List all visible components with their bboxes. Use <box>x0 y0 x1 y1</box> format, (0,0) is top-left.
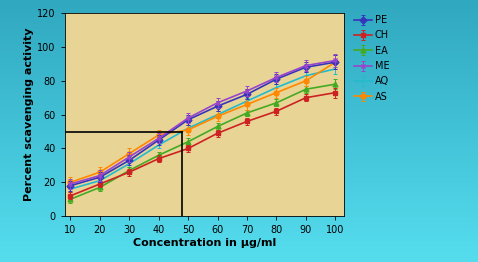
Y-axis label: Percent scavenging activity: Percent scavenging activity <box>24 28 34 201</box>
Legend: PE, CH, EA, ME, AQ, AS: PE, CH, EA, ME, AQ, AS <box>353 13 391 104</box>
X-axis label: Concentration in μg/ml: Concentration in μg/ml <box>133 238 276 248</box>
